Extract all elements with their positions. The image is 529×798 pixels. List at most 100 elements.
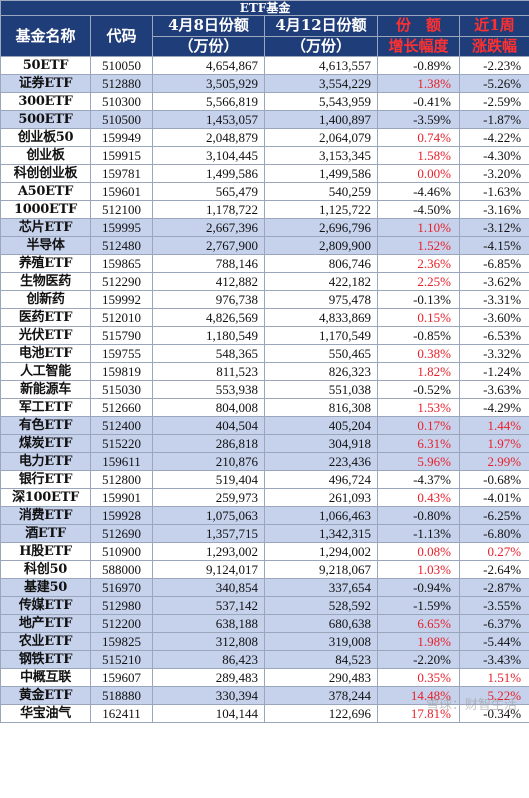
week-change-cell: -2.64% (458, 560, 529, 579)
header-apr12: 4月12日份额 (264, 15, 378, 37)
share-apr8-cell: 519,404 (152, 470, 265, 489)
share-apr8-cell: 4,654,867 (152, 56, 265, 75)
table-row: 有色ETF 512400 404,504 405,204 0.17% 1.44% (0, 416, 529, 435)
table-row: 钢铁ETF 515210 86,423 84,523 -2.20% -3.43% (0, 650, 529, 669)
share-growth-cell: 0.38% (377, 344, 460, 363)
share-apr12-cell: 4,833,869 (264, 308, 378, 327)
table-row: H股ETF 510900 1,293,002 1,294,002 0.08% 0.27% (0, 542, 529, 561)
share-apr8-cell: 537,142 (152, 596, 265, 615)
share-apr8-cell: 104,144 (152, 704, 265, 723)
fund-name-cell: 光伏ETF (0, 326, 91, 345)
share-growth-cell: 0.15% (377, 308, 460, 327)
share-growth-cell: -2.20% (377, 650, 460, 669)
fund-name-cell: 有色ETF (0, 416, 91, 435)
table-row: 酒ETF 512690 1,357,715 1,342,315 -1.13% -6.80% (0, 524, 529, 543)
fund-name-cell: 电池ETF (0, 344, 91, 363)
share-apr12-cell: 551,038 (264, 380, 378, 399)
fund-code-cell: 512400 (90, 416, 153, 435)
share-growth-cell: 0.35% (377, 668, 460, 687)
table-row: 银行ETF 512800 519,404 496,724 -4.37% -0.68% (0, 470, 529, 489)
share-growth-cell: 17.81% (377, 704, 460, 723)
share-growth-cell: 0.08% (377, 542, 460, 561)
share-apr8-cell: 3,505,929 (152, 74, 265, 93)
fund-name-cell: 基建50 (0, 578, 91, 597)
table-row: 基建50 516970 340,854 337,654 -0.94% -2.87% (0, 578, 529, 597)
table-row: 电池ETF 159755 548,365 550,465 0.38% -3.32% (0, 344, 529, 363)
etf-table-wrapper: ETF基金 基金名称 代码 4月8日份额 4月12日份额 份 额 近1周 （万份… (0, 0, 529, 723)
share-apr12-cell: 806,746 (264, 254, 378, 273)
share-apr8-cell: 9,124,017 (152, 560, 265, 579)
share-growth-cell: 0.17% (377, 416, 460, 435)
share-apr8-cell: 404,504 (152, 416, 265, 435)
share-growth-cell: -1.59% (377, 596, 460, 615)
share-growth-cell: 0.00% (377, 164, 460, 183)
week-change-cell: -1.24% (458, 362, 529, 381)
share-apr12-cell: 1,499,586 (264, 164, 378, 183)
table-row: 证券ETF 512880 3,505,929 3,554,229 1.38% -5.26% (0, 74, 529, 93)
table-row: 创业板 159915 3,104,445 3,153,345 1.58% -4.30% (0, 146, 529, 165)
share-growth-cell: -4.50% (377, 200, 460, 219)
week-change-cell: -2.87% (458, 578, 529, 597)
fund-code-cell: 159949 (90, 128, 153, 147)
share-apr12-cell: 3,153,345 (264, 146, 378, 165)
fund-name-cell: 养殖ETF (0, 254, 91, 273)
share-growth-cell: 1.38% (377, 74, 460, 93)
share-growth-cell: 1.58% (377, 146, 460, 165)
share-apr8-cell: 286,818 (152, 434, 265, 453)
week-change-cell: -3.62% (458, 272, 529, 291)
share-growth-cell: -4.46% (377, 182, 460, 201)
share-apr12-cell: 2,696,796 (264, 218, 378, 237)
table-row: 华宝油气 162411 104,144 122,696 17.81% -0.34% (0, 704, 529, 723)
table-row: 500ETF 510500 1,453,057 1,400,897 -3.59% -1.8… (0, 110, 529, 129)
week-change-cell: -4.15% (458, 236, 529, 255)
share-growth-cell: 1.98% (377, 632, 460, 651)
header-apr8-unit: （万份） (152, 35, 265, 57)
week-change-cell: -3.43% (458, 650, 529, 669)
fund-code-cell: 512480 (90, 236, 153, 255)
week-change-cell: -0.34% (458, 704, 529, 723)
share-growth-cell: -0.13% (377, 290, 460, 309)
share-growth-cell: 14.48% (377, 686, 460, 705)
fund-name-cell: 农业ETF (0, 632, 91, 651)
share-apr12-cell: 5,543,959 (264, 92, 378, 111)
fund-code-cell: 159915 (90, 146, 153, 165)
share-growth-cell: 6.65% (377, 614, 460, 633)
share-apr12-cell: 3,554,229 (264, 74, 378, 93)
share-apr8-cell: 330,394 (152, 686, 265, 705)
fund-code-cell: 512660 (90, 398, 153, 417)
share-apr12-cell: 84,523 (264, 650, 378, 669)
header-row-2: （万份） （万份） 增长幅度 涨跌幅 (1, 35, 529, 57)
share-apr12-cell: 1,400,897 (264, 110, 378, 129)
fund-code-cell: 162411 (90, 704, 153, 723)
fund-code-cell: 159607 (90, 668, 153, 687)
share-apr12-cell: 816,308 (264, 398, 378, 417)
share-apr8-cell: 553,938 (152, 380, 265, 399)
fund-name-cell: 创新药 (0, 290, 91, 309)
week-change-cell: -3.20% (458, 164, 529, 183)
share-apr12-cell: 826,323 (264, 362, 378, 381)
week-change-cell: -6.37% (458, 614, 529, 633)
table-row: 人工智能 159819 811,523 826,323 1.82% -1.24% (0, 362, 529, 381)
share-growth-cell: -0.52% (377, 380, 460, 399)
week-change-cell: -4.01% (458, 488, 529, 507)
table-row: 1000ETF 512100 1,178,722 1,125,722 -4.50% -3.… (0, 200, 529, 219)
table-row: 深100ETF 159901 259,973 261,093 0.43% -4.01% (0, 488, 529, 507)
share-apr8-cell: 638,188 (152, 614, 265, 633)
share-apr12-cell: 2,809,900 (264, 236, 378, 255)
table-row: 养殖ETF 159865 788,146 806,746 2.36% -6.85% (0, 254, 529, 273)
fund-name-cell: 300ETF (0, 92, 91, 111)
share-growth-cell: -3.59% (377, 110, 460, 129)
share-apr8-cell: 1,075,063 (152, 506, 265, 525)
table-row: 地产ETF 512200 638,188 680,638 6.65% -6.37% (0, 614, 529, 633)
table-row: 光伏ETF 515790 1,180,549 1,170,549 -0.85% -6.53… (0, 326, 529, 345)
fund-code-cell: 159865 (90, 254, 153, 273)
share-growth-cell: 2.36% (377, 254, 460, 273)
header-growth-sub: 增长幅度 (377, 35, 460, 57)
fund-name-cell: 煤炭ETF (0, 434, 91, 453)
table-title: ETF基金 (0, 0, 529, 16)
share-apr12-cell: 680,638 (264, 614, 378, 633)
week-change-cell: -2.23% (458, 56, 529, 75)
header-code: 代码 (90, 15, 153, 57)
week-change-cell: -5.44% (458, 632, 529, 651)
fund-code-cell: 510900 (90, 542, 153, 561)
